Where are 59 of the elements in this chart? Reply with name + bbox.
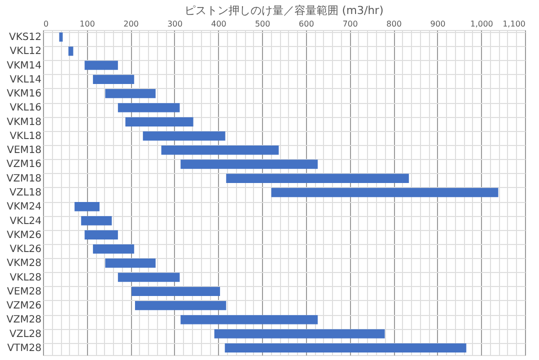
bar	[161, 146, 279, 155]
y-tick-label: VKM16	[6, 88, 42, 100]
bar	[271, 188, 498, 198]
y-tick-label: VZL28	[10, 328, 42, 340]
y-tick-label: VKL16	[10, 102, 42, 114]
bar	[74, 202, 100, 212]
y-tick-label: VKM14	[6, 60, 42, 72]
x-tick-label: 600	[298, 20, 314, 28]
x-tick-label: 900	[430, 20, 446, 28]
y-tick-label: VZL18	[10, 188, 42, 198]
y-tick-label: VEM18	[6, 145, 42, 156]
x-tick-label: 500	[254, 20, 270, 28]
y-tick-label: VZM28	[6, 314, 42, 326]
y-tick-label: VKL18	[10, 130, 42, 142]
y-tick-label: VKL26	[10, 244, 42, 256]
y-tick-label: VZM18	[6, 173, 42, 184]
bar	[125, 117, 194, 126]
y-tick-label: VKL28	[10, 272, 42, 284]
bar	[118, 103, 180, 112]
bar	[226, 174, 409, 183]
x-tick-label: 0	[44, 20, 49, 28]
x-tick-label: 100	[80, 20, 95, 28]
x-tick-label: 700	[342, 20, 358, 28]
y-tick-label: VKS12	[9, 32, 42, 44]
bar	[84, 60, 118, 70]
bar	[135, 300, 226, 310]
y-tick-label: VEM28	[6, 286, 42, 298]
bar	[84, 230, 118, 240]
bar	[180, 315, 318, 324]
bar	[81, 216, 112, 226]
x-tick-label: 1,100	[502, 20, 526, 28]
bar	[92, 74, 134, 84]
y-tick-label: VKL14	[10, 74, 42, 86]
y-tick-label: VKL24	[10, 216, 42, 227]
bar	[105, 88, 156, 98]
x-tick-label: 200	[123, 20, 139, 28]
x-tick-label: 300	[167, 20, 183, 28]
bar	[132, 286, 220, 296]
y-tick-label: VZM26	[6, 300, 42, 312]
bar	[180, 160, 318, 169]
bar	[224, 343, 466, 353]
y-tick-label: VKM24	[6, 202, 42, 213]
bar	[92, 244, 134, 254]
y-tick-label: VKM28	[6, 258, 42, 270]
x-tick-label: 800	[386, 20, 402, 28]
y-tick-label: VZM16	[6, 159, 42, 170]
bar	[59, 32, 63, 42]
x-tick-label: 400	[211, 20, 226, 28]
chart-title: ピストン押しのけ量／容量範囲 (m3/hr)	[184, 4, 384, 17]
bar	[214, 329, 385, 338]
y-tick-label: VKL12	[10, 46, 42, 58]
y-tick-label: VKM18	[6, 116, 42, 128]
bar	[105, 258, 156, 268]
x-tick-label: 1,000	[470, 20, 494, 28]
bar	[142, 131, 226, 141]
bar	[118, 272, 180, 282]
bar	[68, 46, 74, 56]
y-tick-label: VKM26	[6, 230, 42, 241]
y-tick-label: VTM28	[7, 342, 42, 354]
